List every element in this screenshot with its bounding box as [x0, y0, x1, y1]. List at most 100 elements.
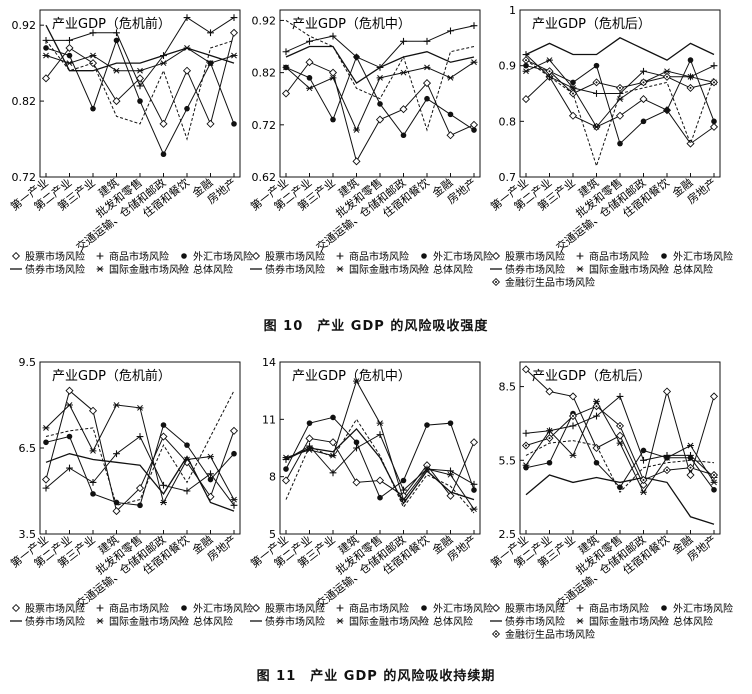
star-marker	[336, 618, 344, 624]
diamond-marker	[41, 74, 51, 83]
star-marker	[230, 496, 238, 503]
legend-label: 商品市场风险	[589, 602, 649, 615]
star-marker	[42, 52, 50, 59]
legend-label: 国际金融市场风险	[349, 263, 429, 276]
series-line	[285, 45, 475, 85]
diamond-marker	[521, 365, 531, 374]
chart-panel-5: 产业GDP（危机中）581114第一产业第二产业第三产业建筑批发和零售交通运输、…	[248, 356, 493, 628]
diamond-marker	[686, 139, 695, 148]
chart-title: 产业GDP（危机前）	[52, 368, 171, 384]
dot-marker	[66, 433, 73, 440]
plus-marker	[376, 431, 384, 439]
legend-item-stock: 股票市场风险	[251, 602, 325, 615]
legend-item-fx: 外汇市场风险	[661, 250, 733, 263]
legend-label: 债券市场风险	[265, 615, 325, 628]
star-marker	[282, 64, 290, 71]
diamond-marker	[399, 105, 408, 114]
legend-label: 国际金融市场风险	[589, 263, 669, 276]
diamond-dot-center	[548, 70, 551, 73]
chart-title: 产业GDP（危机前）	[52, 16, 171, 32]
series-deriv	[521, 402, 719, 484]
plus-marker	[96, 252, 104, 260]
y-tick-label: 0.62	[252, 171, 277, 184]
star-marker	[306, 447, 313, 453]
star-marker	[522, 68, 530, 75]
plus-marker	[207, 29, 214, 37]
diamond-marker	[88, 59, 98, 68]
diamond-marker	[545, 387, 554, 396]
legend-item-total: 总体风险	[178, 263, 233, 276]
plus-marker	[66, 464, 73, 472]
y-tick-label: 8	[269, 471, 276, 484]
legend-item-intl: 国际金融市场风险	[336, 615, 429, 628]
dot-marker	[353, 54, 360, 60]
dot-marker	[424, 95, 430, 102]
diamond-marker	[639, 480, 648, 489]
dot-marker	[231, 121, 237, 127]
diamond-marker	[206, 492, 215, 501]
legend-item-intl: 国际金融市场风险	[576, 615, 669, 628]
series-total	[285, 418, 475, 514]
series-total	[285, 19, 475, 132]
legend-item-stock: 股票市场风险	[11, 250, 85, 263]
legend-label: 国际金融市场风险	[109, 615, 189, 628]
diamond-marker	[446, 491, 455, 500]
dot-marker	[137, 98, 143, 104]
legend-item-bond: 债券市场风险	[490, 615, 565, 628]
legend-item-intl: 国际金融市场风险	[336, 263, 429, 276]
legend-label: 商品市场风险	[109, 250, 169, 263]
star-marker	[353, 127, 360, 133]
dot-marker	[664, 107, 670, 113]
legend-label: 外汇市场风险	[673, 250, 733, 263]
plus-marker	[447, 27, 454, 35]
series-bond	[285, 427, 475, 505]
legend-item-fx: 外汇市场风险	[181, 602, 253, 615]
diamond-dot-center	[495, 633, 497, 635]
star-marker	[376, 74, 384, 81]
legend-label: 外汇市场风险	[193, 602, 253, 615]
series-line	[525, 474, 715, 525]
diamond-dot-center	[525, 444, 527, 447]
plus-marker	[593, 412, 600, 420]
series-commodity	[42, 433, 238, 509]
diamond-dot-center	[572, 92, 574, 95]
star-marker	[710, 479, 718, 486]
chart-panel-1: 产业GDP（危机前）0.720.820.92第一产业第二产业第三产业建筑批发和零…	[8, 9, 253, 276]
legend-label: 商品市场风险	[349, 602, 409, 615]
dot-marker	[306, 420, 313, 426]
dot-marker	[231, 450, 237, 457]
legend-item-bond: 债券市场风险	[250, 263, 325, 276]
series-stock	[281, 58, 479, 166]
legend-label: 债券市场风险	[505, 263, 565, 276]
legend-item-fx: 外汇市场风险	[181, 250, 253, 263]
dot-marker	[471, 127, 477, 133]
legend-label: 总体风险	[673, 615, 713, 628]
series-total	[45, 39, 235, 141]
plus-marker	[160, 481, 167, 489]
star-marker	[569, 452, 577, 459]
diamond-dot-center	[525, 59, 527, 62]
legend-label: 商品市场风险	[589, 250, 649, 263]
star-marker	[230, 52, 238, 59]
y-tick-label: 0.82	[12, 95, 37, 108]
star-marker	[136, 404, 144, 411]
legend-item-intl: 国际金融市场风险	[576, 263, 669, 276]
y-tick-label: 0.72	[12, 171, 37, 184]
dot-marker	[546, 459, 553, 466]
legend-label: 外汇市场风险	[433, 250, 493, 263]
dot-marker	[160, 151, 167, 158]
star-marker	[470, 59, 478, 66]
dot-marker	[617, 140, 623, 147]
legend-label: 股票市场风险	[505, 250, 565, 263]
series-line	[45, 24, 235, 72]
star-marker	[400, 69, 407, 76]
star-marker	[66, 60, 73, 67]
diamond-marker	[135, 484, 145, 493]
diamond-marker	[422, 79, 432, 88]
diamond-marker	[615, 431, 625, 440]
plus-marker	[329, 32, 337, 40]
star-marker	[306, 85, 313, 92]
series-stock	[41, 386, 239, 516]
